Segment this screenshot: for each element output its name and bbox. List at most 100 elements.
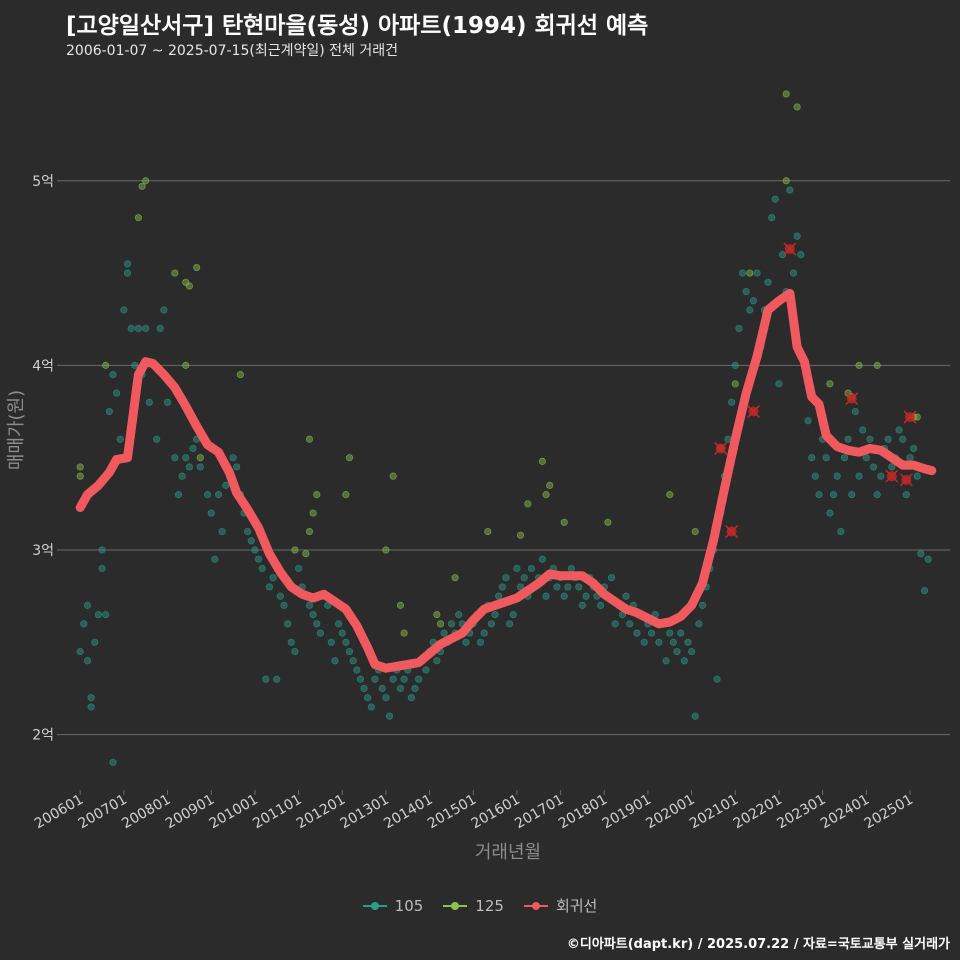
point-105 <box>98 546 106 554</box>
y-tick-label: 2억 <box>32 728 54 744</box>
point-105 <box>142 324 150 333</box>
point-105 <box>120 306 128 314</box>
point-105 <box>80 620 88 628</box>
point-105 <box>764 278 772 286</box>
point-105 <box>553 583 561 591</box>
predicted-marker <box>714 441 728 455</box>
point-105 <box>797 251 805 259</box>
point-125 <box>305 435 314 443</box>
point-105 <box>356 675 365 683</box>
point-105 <box>331 657 339 665</box>
point-105 <box>582 592 590 600</box>
point-105 <box>338 629 346 637</box>
point-105 <box>502 574 510 582</box>
x-axis: 2006012007012008012009012010012011012012… <box>32 790 916 832</box>
point-105 <box>789 269 798 277</box>
point-105 <box>906 454 914 462</box>
point-105 <box>749 297 758 305</box>
point-105 <box>211 555 219 563</box>
point-105 <box>855 472 863 480</box>
point-105 <box>695 620 703 628</box>
point-125 <box>546 481 554 489</box>
point-105 <box>294 564 303 573</box>
point-105 <box>480 629 488 637</box>
point-105 <box>251 546 259 554</box>
point-125 <box>302 550 310 558</box>
point-105 <box>94 611 102 619</box>
x-tick-label: 201201 <box>294 792 348 833</box>
x-tick-label: 202401 <box>818 792 872 833</box>
legend: 105 125 회귀선 <box>0 895 960 916</box>
point-125 <box>291 546 299 554</box>
point-105 <box>102 611 110 619</box>
x-tick-label: 202301 <box>774 792 828 833</box>
point-105 <box>407 694 415 702</box>
point-125 <box>524 500 532 508</box>
point-105 <box>385 712 394 720</box>
point-105 <box>422 666 430 674</box>
point-105 <box>371 675 379 683</box>
point-105 <box>542 592 550 600</box>
point-125 <box>516 531 525 539</box>
point-125 <box>400 629 408 637</box>
predicted-marker <box>845 392 859 406</box>
point-105 <box>691 712 699 720</box>
point-105 <box>771 195 779 203</box>
point-105 <box>895 426 903 434</box>
point-105 <box>811 472 819 480</box>
point-105 <box>698 601 707 609</box>
point-125 <box>666 491 674 499</box>
point-105 <box>506 620 514 628</box>
x-tick-label: 202201 <box>731 792 785 833</box>
point-105 <box>768 214 776 222</box>
point-125 <box>171 269 179 277</box>
chart-subtitle: 2006-01-07 ~ 2025-07-15(최근계약일) 전체 거래건 <box>66 43 398 59</box>
point-125 <box>538 457 546 465</box>
series-regression <box>75 242 937 673</box>
point-105 <box>378 684 386 693</box>
legend-label-125: 125 <box>475 896 504 915</box>
point-105 <box>244 527 252 536</box>
point-105 <box>462 638 470 646</box>
point-105 <box>622 592 630 600</box>
point-105 <box>560 592 568 600</box>
point-105 <box>349 657 357 665</box>
point-105 <box>309 611 317 619</box>
point-105 <box>826 509 834 517</box>
point-105 <box>178 472 186 480</box>
point-105 <box>662 657 670 665</box>
chart-title: [고양일산서구] 탄현마을(동성) 아파트(1994) 회귀선 예측 <box>66 13 649 39</box>
x-tick-label: 201401 <box>381 792 435 833</box>
point-105 <box>833 472 841 480</box>
point-125 <box>76 472 84 480</box>
point-105 <box>578 601 587 609</box>
point-125 <box>433 611 441 619</box>
point-105 <box>735 324 743 333</box>
point-105 <box>262 675 270 683</box>
point-125 <box>236 371 244 379</box>
point-125 <box>102 361 110 369</box>
point-105 <box>822 454 830 462</box>
point-105 <box>91 638 99 646</box>
series-105 <box>76 186 932 766</box>
point-105 <box>688 647 696 656</box>
point-105 <box>829 491 838 499</box>
point-105 <box>575 583 583 591</box>
point-105 <box>160 306 168 314</box>
point-105 <box>174 491 183 499</box>
point-105 <box>597 601 605 609</box>
point-105 <box>415 675 423 683</box>
point-105 <box>214 491 223 499</box>
legend-item-105: 105 <box>362 895 423 916</box>
point-105 <box>513 564 521 573</box>
point-105 <box>258 564 266 573</box>
point-105 <box>742 287 750 296</box>
point-105 <box>229 454 237 462</box>
point-105 <box>123 269 132 277</box>
point-105 <box>491 611 499 619</box>
point-105 <box>163 398 172 406</box>
point-125 <box>76 463 84 471</box>
point-105 <box>345 647 354 656</box>
point-105 <box>640 638 648 646</box>
x-axis-title: 거래년월 <box>475 842 541 863</box>
